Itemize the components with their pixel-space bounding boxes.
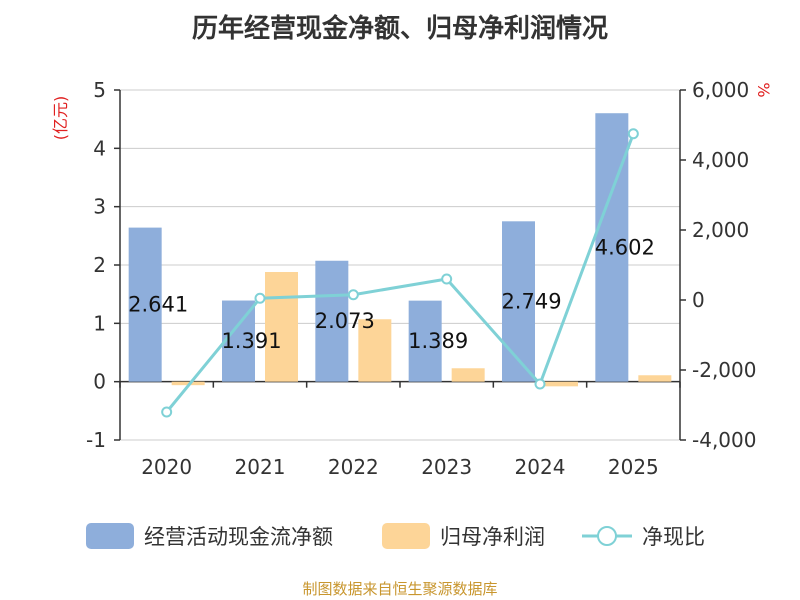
y-right-tick-label: 4,000 xyxy=(692,148,749,172)
y-right-unit-label: % xyxy=(754,82,773,97)
data-label: 1.389 xyxy=(408,329,468,353)
data-label: 2.749 xyxy=(501,289,561,313)
point-cash-ratio xyxy=(254,292,266,304)
y-right-tick-label: -2,000 xyxy=(692,358,756,382)
y-left-tick-label: -1 xyxy=(86,428,106,452)
point-cash-ratio xyxy=(347,289,359,301)
x-tick-label: 2022 xyxy=(328,455,379,479)
point-cash-ratio xyxy=(161,406,173,418)
bar-operating-cash-flow xyxy=(315,260,349,382)
y-left-tick-label: 2 xyxy=(93,253,106,277)
y-right-tick-label: 2,000 xyxy=(692,218,749,242)
y-right-tick-label: 0 xyxy=(692,288,705,312)
legend-label-cash: 经营活动现金流净额 xyxy=(144,525,333,549)
legend-marker-ratio xyxy=(597,526,617,546)
x-tick-label: 2021 xyxy=(235,455,286,479)
bar-net-profit xyxy=(358,319,392,382)
data-label: 4.602 xyxy=(595,235,655,259)
x-tick-label: 2024 xyxy=(515,455,566,479)
bar-operating-cash-flow xyxy=(128,227,162,382)
y-left-tick-label: 1 xyxy=(93,311,106,335)
point-cash-ratio xyxy=(534,378,546,390)
point-cash-ratio xyxy=(441,273,453,285)
bar-operating-cash-flow xyxy=(408,300,442,382)
y-right-tick-label: 6,000 xyxy=(692,78,749,102)
bar-net-profit xyxy=(451,368,485,382)
y-left-tick-label: 4 xyxy=(93,136,106,160)
data-label: 2.641 xyxy=(128,293,188,317)
legend-swatch-profit xyxy=(382,523,430,549)
x-tick-label: 2020 xyxy=(141,455,192,479)
y-left-unit-label: (亿元) xyxy=(51,96,70,141)
line-cash-ratio xyxy=(165,133,635,413)
legend-swatch-cash xyxy=(86,523,134,549)
y-left-tick-label: 0 xyxy=(93,370,106,394)
data-label: 2.073 xyxy=(315,309,375,333)
bar-operating-cash-flow xyxy=(222,300,255,382)
data-label: 1.391 xyxy=(221,329,281,353)
bar-operating-cash-flow xyxy=(502,221,535,382)
bar-net-profit xyxy=(545,381,578,387)
bar-net-profit xyxy=(638,375,672,382)
x-tick-label: 2023 xyxy=(421,455,472,479)
data-source-footer: 制图数据来自恒生聚源数据库 xyxy=(302,580,498,598)
legend-label-ratio: 净现比 xyxy=(642,525,705,549)
x-tick-label: 2025 xyxy=(608,455,659,479)
legend-label-profit: 归母净利润 xyxy=(440,525,545,549)
chart-title: 历年经营现金净额、归母净利润情况 xyxy=(191,14,608,44)
y-left-tick-label: 3 xyxy=(93,195,106,219)
y-right-tick-label: -4,000 xyxy=(692,428,756,452)
bar-net-profit xyxy=(265,272,298,382)
point-cash-ratio xyxy=(627,128,639,140)
bar-net-profit xyxy=(171,381,205,386)
y-left-tick-label: 5 xyxy=(93,78,106,102)
